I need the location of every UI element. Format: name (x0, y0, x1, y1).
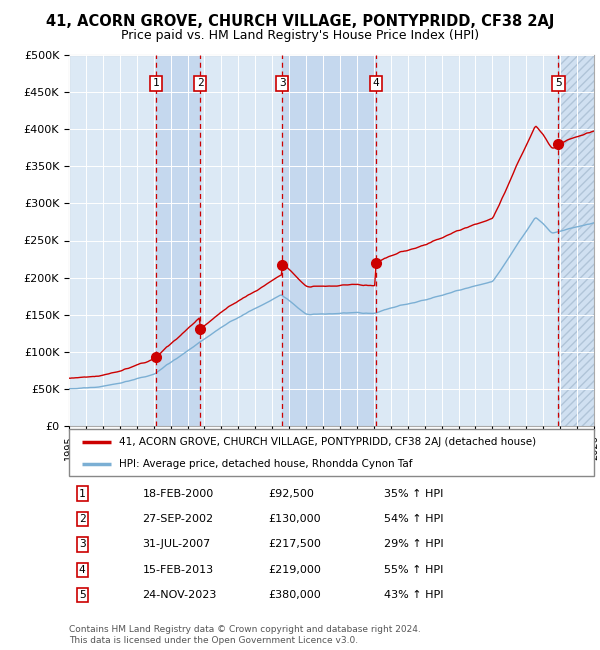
Text: Contains HM Land Registry data © Crown copyright and database right 2024.
This d: Contains HM Land Registry data © Crown c… (69, 625, 421, 645)
Text: £219,000: £219,000 (269, 565, 322, 575)
Text: 43% ↑ HPI: 43% ↑ HPI (384, 590, 443, 600)
Bar (282, 55, 376, 426)
FancyBboxPatch shape (69, 429, 594, 476)
Text: £130,000: £130,000 (269, 514, 321, 524)
Text: 27-SEP-2002: 27-SEP-2002 (143, 514, 214, 524)
Text: 3: 3 (279, 79, 286, 88)
Text: 1: 1 (79, 489, 86, 499)
Text: 55% ↑ HPI: 55% ↑ HPI (384, 565, 443, 575)
Text: 15-FEB-2013: 15-FEB-2013 (143, 565, 214, 575)
Bar (156, 55, 200, 426)
Text: 18-FEB-2000: 18-FEB-2000 (143, 489, 214, 499)
Bar (559, 55, 594, 426)
Text: 54% ↑ HPI: 54% ↑ HPI (384, 514, 443, 524)
Text: 3: 3 (79, 540, 86, 549)
Text: 2: 2 (197, 79, 203, 88)
Text: 35% ↑ HPI: 35% ↑ HPI (384, 489, 443, 499)
Text: £217,500: £217,500 (269, 540, 322, 549)
Text: £92,500: £92,500 (269, 489, 314, 499)
Text: 31-JUL-2007: 31-JUL-2007 (143, 540, 211, 549)
Text: £380,000: £380,000 (269, 590, 321, 600)
Text: 41, ACORN GROVE, CHURCH VILLAGE, PONTYPRIDD, CF38 2AJ (detached house): 41, ACORN GROVE, CHURCH VILLAGE, PONTYPR… (119, 437, 536, 447)
Text: 2: 2 (79, 514, 86, 524)
Text: 29% ↑ HPI: 29% ↑ HPI (384, 540, 443, 549)
Text: 4: 4 (373, 79, 379, 88)
Text: 5: 5 (555, 79, 562, 88)
Text: 24-NOV-2023: 24-NOV-2023 (143, 590, 217, 600)
Text: 41, ACORN GROVE, CHURCH VILLAGE, PONTYPRIDD, CF38 2AJ: 41, ACORN GROVE, CHURCH VILLAGE, PONTYPR… (46, 14, 554, 29)
Text: 5: 5 (79, 590, 86, 600)
Text: Price paid vs. HM Land Registry's House Price Index (HPI): Price paid vs. HM Land Registry's House … (121, 29, 479, 42)
Text: 1: 1 (152, 79, 159, 88)
Text: HPI: Average price, detached house, Rhondda Cynon Taf: HPI: Average price, detached house, Rhon… (119, 459, 412, 469)
Text: 4: 4 (79, 565, 86, 575)
